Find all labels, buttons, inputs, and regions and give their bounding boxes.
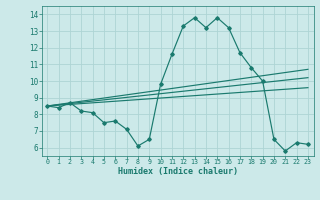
X-axis label: Humidex (Indice chaleur): Humidex (Indice chaleur) [118, 167, 237, 176]
